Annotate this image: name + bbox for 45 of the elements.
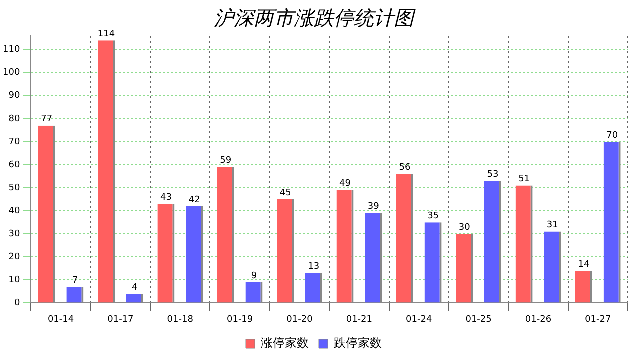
data-label: 14 [578,260,590,270]
data-label: 70 [606,130,618,141]
x-tick-label: 01-18 [167,314,194,325]
data-label: 9 [251,271,258,282]
y-tick-label: 70 [8,137,20,148]
x-tick-label: 01-19 [226,314,254,325]
y-tick-label: 80 [8,114,20,124]
x-tick-label: 01-20 [286,314,314,325]
y-tick-label: 20 [8,252,20,262]
data-label: 35 [428,211,440,222]
data-label: 49 [340,179,352,190]
data-label: 53 [487,170,499,180]
data-label: 45 [280,188,292,198]
y-tick-label: 90 [8,91,20,102]
data-label: 43 [160,192,172,203]
x-tick-label: 01-27 [585,314,612,325]
x-tick-label: 01-26 [525,314,552,325]
data-label: 4 [132,282,138,293]
y-tick-label: 100 [2,68,20,78]
data-label: 51 [518,174,530,185]
data-label: 114 [98,29,116,40]
chart-title: 沪深两市涨跌停统计图 [214,6,416,30]
data-label: 77 [41,114,53,125]
y-tick-label: 30 [8,229,20,240]
y-tick-label: 50 [8,183,20,194]
data-label: 30 [458,222,471,233]
data-label: 59 [220,156,232,166]
data-label: 39 [368,202,380,212]
data-label: 7 [72,276,78,286]
x-tick-label: 01-17 [108,314,134,325]
data-label: 13 [308,262,320,272]
y-tick-label: 60 [8,160,20,170]
data-label: 56 [399,163,411,174]
y-tick-label: 40 [8,206,20,216]
y-tick-label: 10 [8,276,20,286]
y-tick-label: 110 [2,45,20,56]
y-tick-label: 0 [14,298,20,309]
legend-label: 涨停家数 [261,336,309,350]
data-label: 42 [188,195,200,206]
legend-label: 跌停家数 [334,336,382,350]
x-tick-label: 01-14 [48,314,74,325]
data-label: 31 [546,220,558,231]
x-tick-label: 01-21 [346,314,373,325]
x-tick-label: 01-25 [466,314,492,325]
x-tick-label: 01-24 [406,314,432,325]
